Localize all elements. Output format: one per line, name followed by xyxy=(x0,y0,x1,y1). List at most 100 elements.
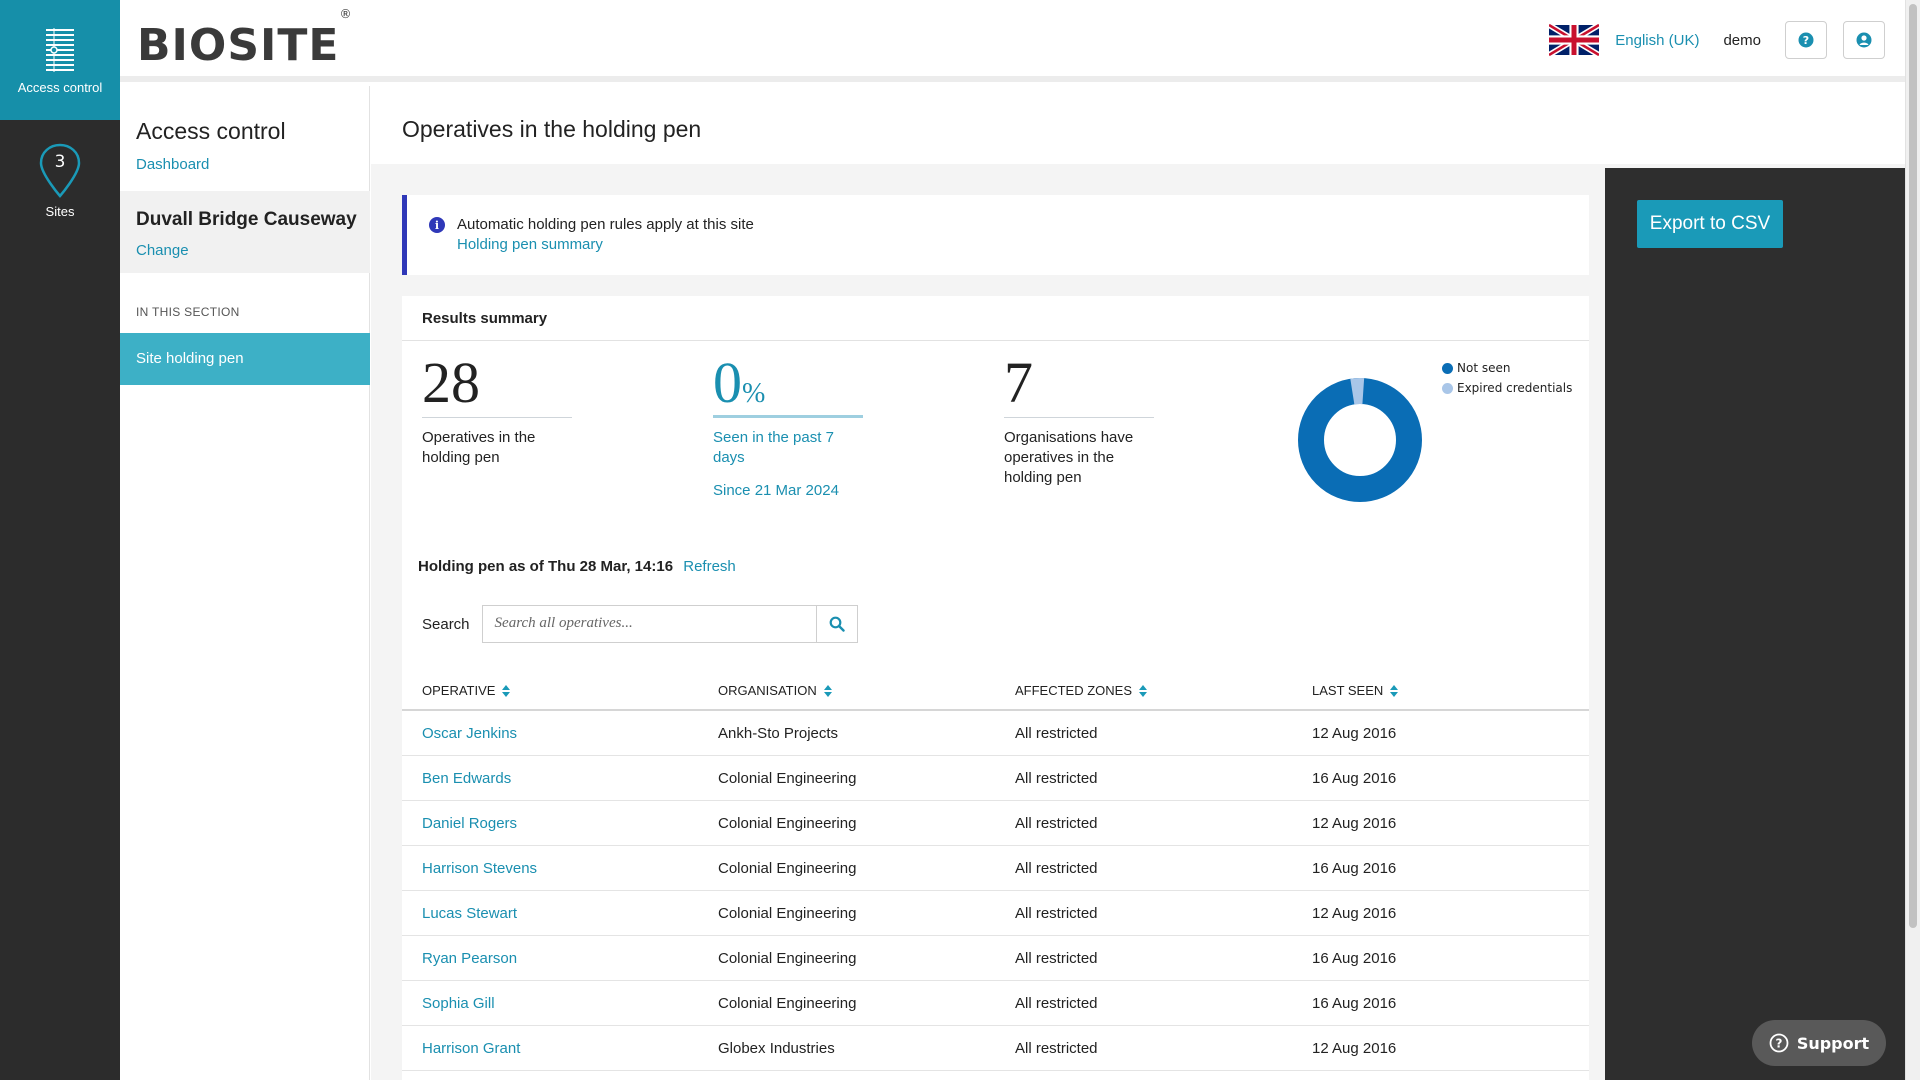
language-selector[interactable]: English (UK) xyxy=(1615,31,1700,49)
holding-pen-summary-link[interactable]: Holding pen summary xyxy=(457,236,603,253)
legend-dot xyxy=(1442,362,1453,374)
rail-item-label: Access control xyxy=(17,79,103,95)
last-seen-cell: 16 Aug 2016 xyxy=(1312,770,1397,787)
user-icon xyxy=(1856,32,1872,48)
table-row: Harrison Grant Globex Industries All res… xyxy=(402,1026,1589,1071)
logo-registered-mark: ® xyxy=(339,7,353,22)
table-row: Ryan Pearson Colonial Engineering All re… xyxy=(402,936,1589,981)
biosite-logo[interactable]: BIOSITE® xyxy=(137,7,352,71)
column-header-organisation[interactable]: ORGANISATION xyxy=(718,683,833,698)
current-site: Duvall Bridge Causeway Change xyxy=(120,191,370,273)
table-row: Harrison Stevens Colonial Engineering Al… xyxy=(402,846,1589,891)
last-seen-cell: 12 Aug 2016 xyxy=(1312,905,1397,922)
stat-description[interactable]: Seen in the past 7 days xyxy=(713,429,834,466)
zones-cell: All restricted xyxy=(1015,770,1098,787)
organisation-cell: Ankh-Sto Projects xyxy=(718,725,839,742)
search-button[interactable] xyxy=(815,605,858,643)
stat-operatives: 28 Operatives in the holding pen xyxy=(422,354,582,468)
help-circle-icon: ? xyxy=(1769,1033,1789,1053)
chart-legend: Not seen Expired credentials xyxy=(1442,358,1572,398)
column-label: AFFECTED ZONES xyxy=(1015,683,1133,698)
stat-unit: % xyxy=(742,378,766,409)
operative-link[interactable]: Daniel Rogers xyxy=(422,815,518,832)
organisation-cell: Globex Industries xyxy=(718,1040,835,1057)
dashboard-link[interactable]: Dashboard xyxy=(136,156,210,173)
logo-text: BIOSITE xyxy=(137,20,340,71)
help-icon: ? xyxy=(1798,32,1814,48)
account-button[interactable] xyxy=(1843,21,1885,59)
page-title-bar: Operatives in the holding pen xyxy=(371,86,1905,164)
last-seen-cell: 12 Aug 2016 xyxy=(1312,815,1397,832)
legend-label: Not seen xyxy=(1457,361,1511,375)
site-name: Duvall Bridge Causeway xyxy=(136,209,357,230)
table-row: Oscar Jenkins Ankh-Sto Projects All rest… xyxy=(402,711,1589,756)
last-seen-cell: 12 Aug 2016 xyxy=(1312,1040,1397,1057)
change-site-link[interactable]: Change xyxy=(136,242,189,259)
organisation-cell: Colonial Engineering xyxy=(718,860,857,877)
operative-link[interactable]: Ben Edwards xyxy=(422,770,512,787)
actions-panel: Export to CSV xyxy=(1605,168,1905,1080)
operative-link[interactable]: Harrison Grant xyxy=(422,1040,521,1057)
stat-seen-percent[interactable]: 0% Seen in the past 7 days Since 21 Mar … xyxy=(713,354,873,499)
operative-link[interactable]: Sophia Gill xyxy=(422,995,495,1012)
sort-icon xyxy=(1390,684,1399,697)
table-row: Daniel Rogers Colonial Engineering All r… xyxy=(402,801,1589,846)
app-rail: Access control 3 Sites xyxy=(0,0,120,1080)
legend-dot xyxy=(1442,382,1453,394)
search-bar: Search Search all operatives... xyxy=(422,605,858,643)
rail-item-sites[interactable]: 3 Sites xyxy=(0,120,120,240)
refresh-link[interactable]: Refresh xyxy=(683,558,736,575)
column-label: ORGANISATION xyxy=(718,683,817,698)
last-seen-cell: 16 Aug 2016 xyxy=(1312,860,1397,877)
zones-cell: All restricted xyxy=(1015,995,1098,1012)
page-scrollbar[interactable] xyxy=(1905,0,1920,1080)
stat-number: 0 xyxy=(713,350,742,415)
info-icon: i xyxy=(429,217,445,233)
organisation-cell: Colonial Engineering xyxy=(718,950,857,967)
sites-count-badge: 3 xyxy=(55,152,66,172)
last-seen-cell: 16 Aug 2016 xyxy=(1312,950,1397,967)
rail-item-label: Sites xyxy=(45,203,75,219)
uk-flag-icon[interactable] xyxy=(1549,23,1600,57)
svg-text:?: ? xyxy=(1775,1037,1782,1051)
results-summary-heading: Results summary xyxy=(402,296,1589,341)
zones-cell: All restricted xyxy=(1015,1040,1098,1057)
operatives-table: OPERATIVE ORGANISATION AFFECTED ZONES LA… xyxy=(402,666,1589,1071)
map-pin-icon: 3 xyxy=(39,143,81,198)
operative-link[interactable]: Harrison Stevens xyxy=(422,860,538,877)
sidebar-item-site-holding-pen[interactable]: Site holding pen xyxy=(120,333,370,385)
export-csv-button[interactable]: Export to CSV xyxy=(1637,200,1783,248)
section-label: IN THIS SECTION xyxy=(136,305,240,319)
table-row: Lucas Stewart Colonial Engineering All r… xyxy=(402,891,1589,936)
stat-value: 28 xyxy=(422,354,572,418)
table-header: OPERATIVE ORGANISATION AFFECTED ZONES LA… xyxy=(402,666,1589,711)
operative-link[interactable]: Oscar Jenkins xyxy=(422,725,518,742)
zones-cell: All restricted xyxy=(1015,815,1098,832)
donut-segment-not-seen xyxy=(1298,378,1422,502)
organisation-cell: Colonial Engineering xyxy=(718,815,857,832)
table-row: Sophia Gill Colonial Engineering All res… xyxy=(402,981,1589,1026)
scrollbar-thumb[interactable] xyxy=(1909,4,1917,928)
column-header-affected-zones[interactable]: AFFECTED ZONES xyxy=(1015,683,1148,698)
info-banner: i Automatic holding pen rules apply at t… xyxy=(402,195,1589,275)
results-panel: Results summary 28 Operatives in the hol… xyxy=(402,296,1589,1080)
stat-value: 0% xyxy=(713,354,863,418)
sidebar-title: Access control xyxy=(136,118,286,144)
stat-since-link[interactable]: Since 21 Mar 2024 xyxy=(713,482,839,499)
last-seen-cell: 16 Aug 2016 xyxy=(1312,995,1397,1012)
main-content: Operatives in the holding pen Export to … xyxy=(371,86,1905,1080)
rail-item-access-control[interactable]: Access control xyxy=(0,0,120,120)
help-button[interactable]: ? xyxy=(1785,21,1827,59)
support-button[interactable]: ? Support xyxy=(1752,1020,1886,1066)
column-header-last-seen[interactable]: LAST SEEN xyxy=(1312,683,1399,698)
column-header-operative[interactable]: OPERATIVE xyxy=(422,683,511,698)
access-control-icon xyxy=(46,27,74,72)
search-input[interactable]: Search all operatives... xyxy=(481,605,816,643)
header-right: English (UK) demo ? xyxy=(1549,20,1885,60)
info-text: Automatic holding pen rules apply at thi… xyxy=(457,216,754,233)
zones-cell: All restricted xyxy=(1015,725,1098,742)
operative-link[interactable]: Lucas Stewart xyxy=(422,905,518,922)
legend-item-not-seen: Not seen xyxy=(1442,358,1572,378)
operative-link[interactable]: Ryan Pearson xyxy=(422,950,518,967)
holding-pen-donut-chart xyxy=(1298,378,1422,502)
